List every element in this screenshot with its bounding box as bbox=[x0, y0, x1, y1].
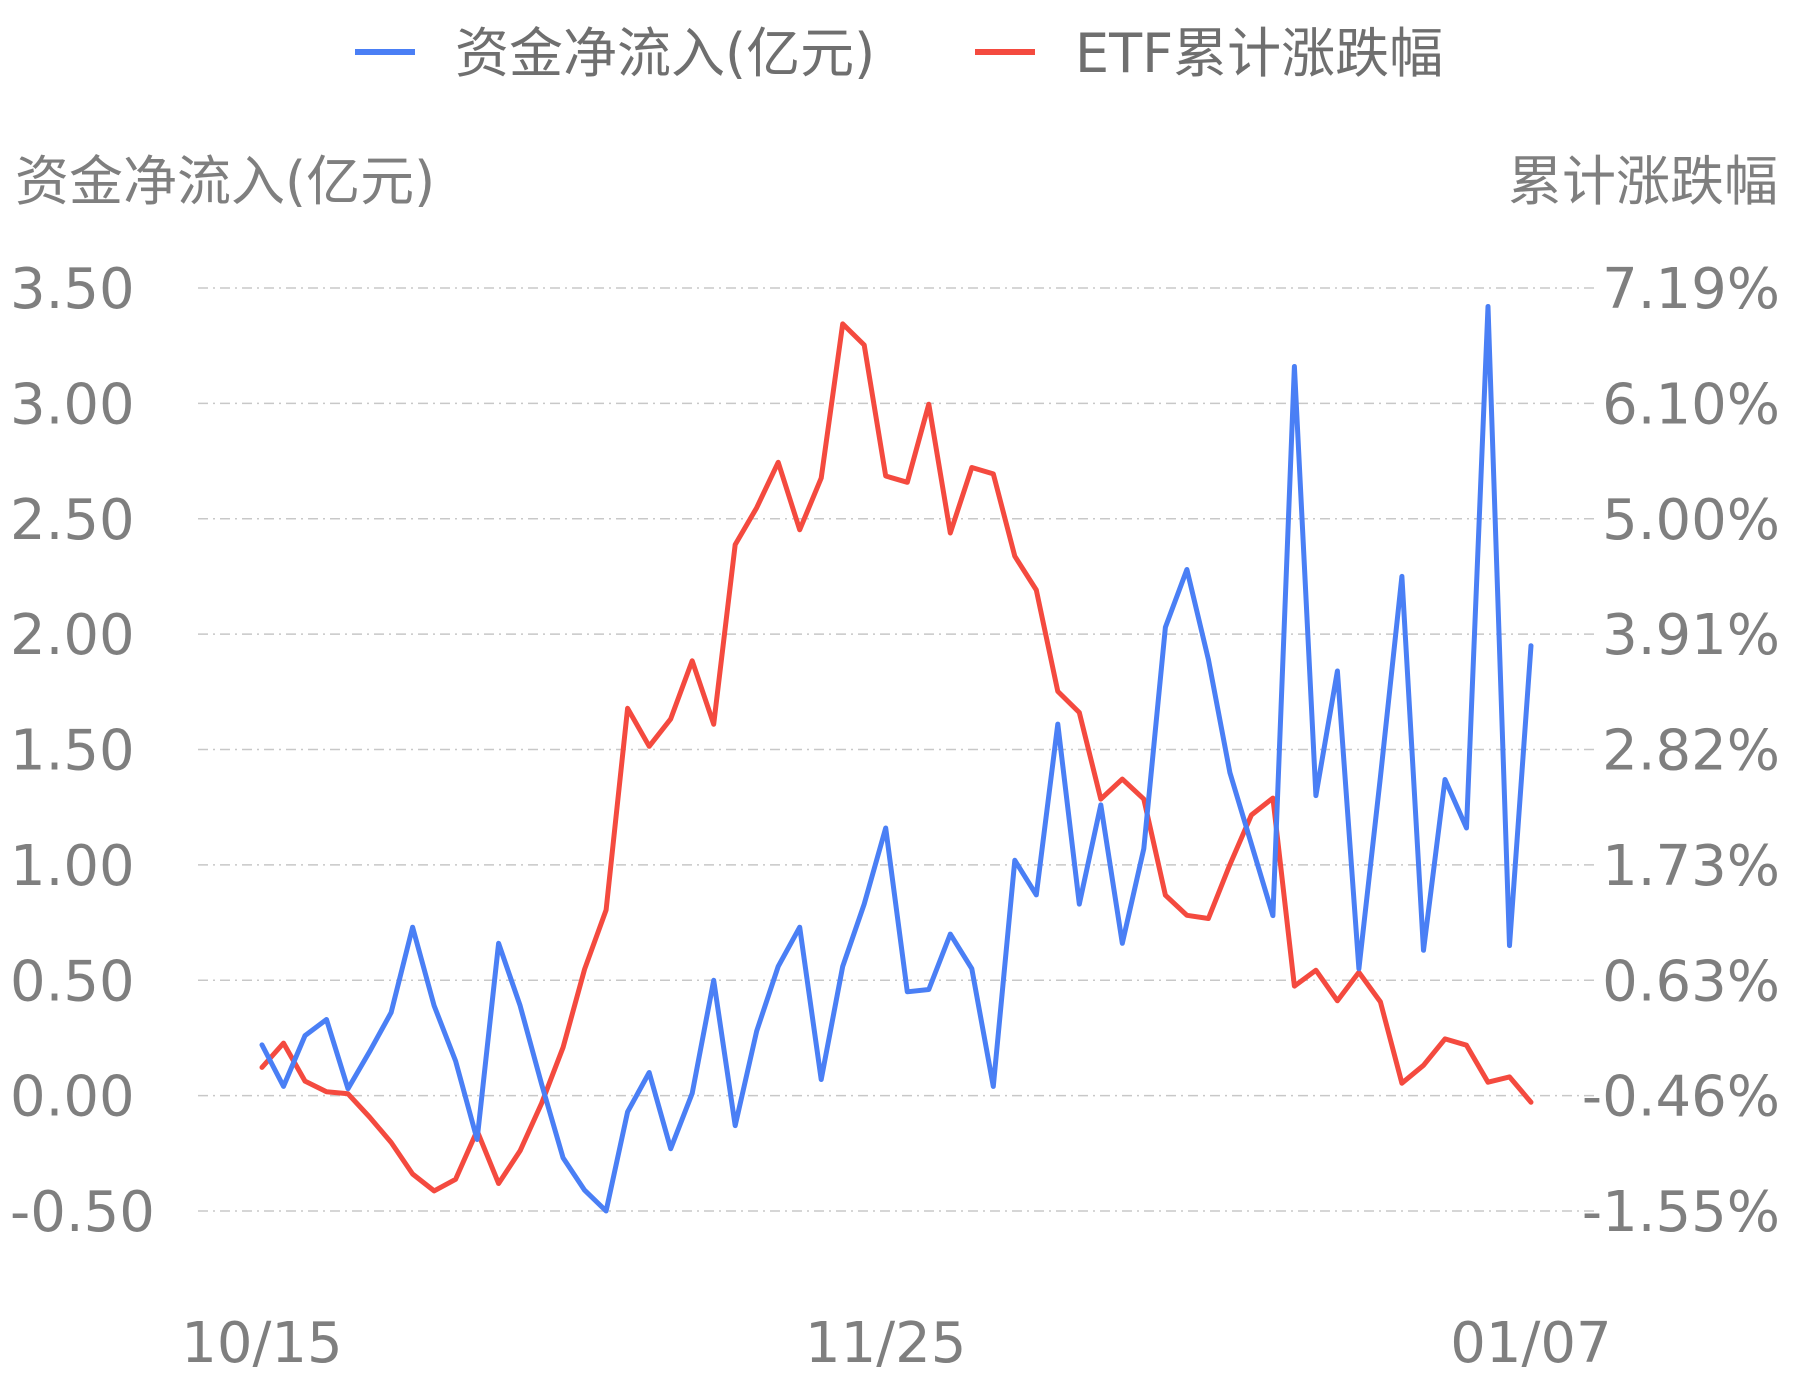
right-tick-label: 5.00% bbox=[1602, 488, 1780, 553]
right-tick-label: 7.19% bbox=[1602, 257, 1780, 322]
left-tick-label: 1.00 bbox=[10, 834, 135, 899]
left-axis-ticks: 3.50 3.00 2.50 2.00 1.50 1.00 0.50 0.00 -0.50 bbox=[10, 257, 155, 1245]
gridlines bbox=[198, 287, 1598, 1212]
legend-label-inflow: 资金净流入(亿元) bbox=[455, 22, 875, 85]
left-tick-label: 1.50 bbox=[10, 719, 135, 784]
x-axis-ticks: 10/15 11/25 01/07 bbox=[181, 1311, 1611, 1376]
x-tick-label: 01/07 bbox=[1450, 1311, 1611, 1376]
right-tick-label: -0.46% bbox=[1582, 1065, 1780, 1130]
legend-item-etf[interactable]: ETF累计涨跌幅 bbox=[975, 22, 1443, 85]
left-tick-label: 2.00 bbox=[10, 603, 135, 668]
left-tick-label: 0.50 bbox=[10, 949, 135, 1014]
legend-item-inflow[interactable]: 资金净流入(亿元) bbox=[355, 22, 875, 85]
right-axis-ticks: 7.19% 6.10% 5.00% 3.91% 2.82% 1.73% 0.63% -0.46… bbox=[1582, 257, 1780, 1245]
left-axis-title: 资金净流入(亿元) bbox=[15, 150, 435, 213]
left-tick-label: 0.00 bbox=[10, 1065, 135, 1130]
legend-label-etf: ETF累计涨跌幅 bbox=[1075, 22, 1443, 85]
left-tick-label: 2.50 bbox=[10, 488, 135, 553]
series-line-inflow bbox=[259, 304, 1534, 1214]
right-tick-label: -1.55% bbox=[1582, 1180, 1780, 1245]
series-group bbox=[259, 304, 1534, 1214]
left-tick-label: 3.50 bbox=[10, 257, 135, 322]
right-tick-label: 6.10% bbox=[1602, 372, 1780, 437]
left-tick-label: 3.00 bbox=[10, 372, 135, 437]
right-axis-title: 累计涨跌幅 bbox=[1508, 150, 1778, 213]
right-tick-label: 0.63% bbox=[1602, 949, 1780, 1014]
x-tick-label: 10/15 bbox=[181, 1311, 342, 1376]
right-tick-label: 1.73% bbox=[1602, 834, 1780, 899]
series-line-etf bbox=[259, 321, 1534, 1194]
left-tick-label: -0.50 bbox=[10, 1180, 155, 1245]
right-tick-label: 2.82% bbox=[1602, 719, 1780, 784]
legend: 资金净流入(亿元) ETF累计涨跌幅 bbox=[355, 22, 1443, 85]
x-tick-label: 11/25 bbox=[805, 1311, 966, 1376]
right-tick-label: 3.91% bbox=[1602, 603, 1780, 668]
